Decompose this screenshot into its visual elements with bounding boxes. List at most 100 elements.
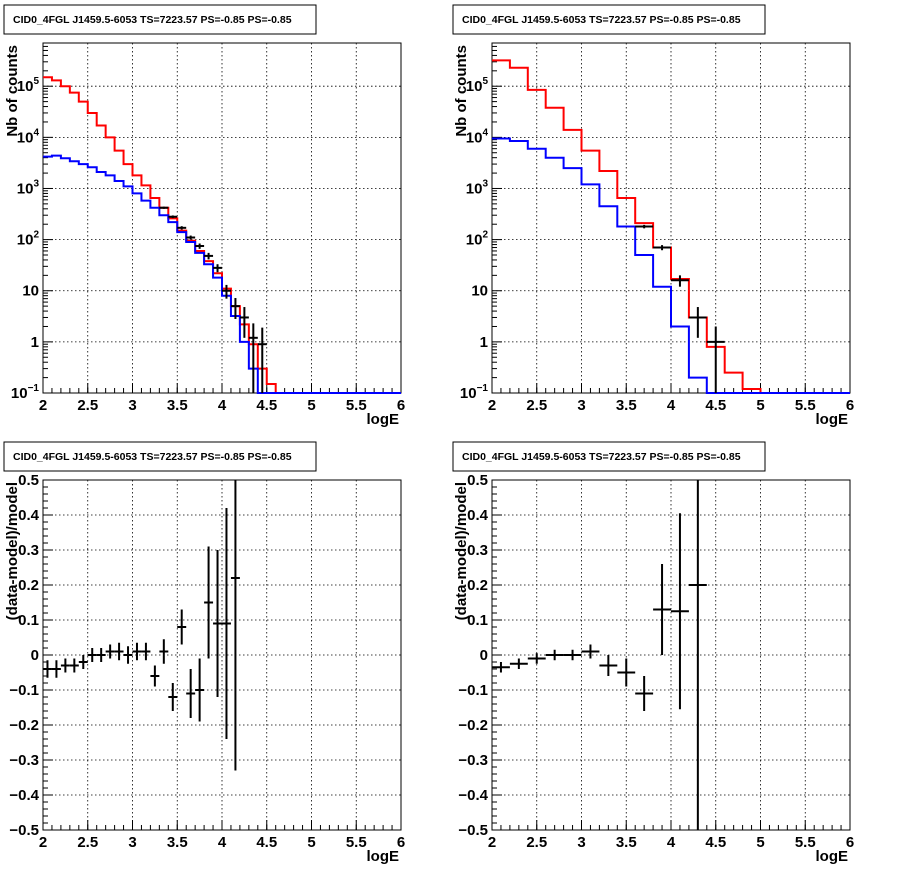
x-tick-label: 3	[577, 834, 585, 851]
data-point	[195, 658, 205, 722]
data-point	[635, 224, 654, 229]
model-source-histogram	[492, 137, 850, 394]
y-tick-label: −0.2	[458, 717, 488, 734]
y-tick-label: 0.3	[467, 542, 488, 559]
data-point	[257, 327, 267, 393]
x-tick-label: 2	[39, 834, 47, 851]
data-point	[653, 564, 671, 655]
x-axis-label: logE	[367, 848, 400, 865]
y-tick-label: 105	[17, 76, 40, 95]
x-tick-label: 4.5	[256, 397, 277, 414]
data-point	[248, 323, 258, 393]
data-point	[177, 609, 187, 645]
data-point	[222, 508, 231, 739]
data-point	[186, 669, 196, 718]
x-tick-label: 2	[39, 397, 47, 414]
data-point	[69, 658, 79, 673]
data-point	[195, 243, 205, 249]
x-tick-label: 2.5	[77, 397, 98, 414]
x-tick-label: 3.5	[167, 834, 188, 851]
x-tick-label: 4.5	[256, 834, 277, 851]
data-point	[78, 655, 88, 669]
data-point	[132, 642, 142, 661]
panel-bottom-right: CID0_4FGL J1459.5-6053 TS=7223.57 PS=-0.…	[452, 441, 854, 865]
x-axis-label: logE	[816, 848, 849, 865]
y-axis-label: (data-model)/model	[453, 482, 470, 620]
y-tick-label: 0.4	[18, 507, 40, 524]
x-tick-label: 4	[667, 834, 676, 851]
y-tick-label: 0.1	[18, 612, 39, 629]
x-tick-label: 5	[756, 397, 764, 414]
plot-title-box	[3, 441, 317, 472]
x-tick-label: 6	[397, 834, 405, 851]
x-tick-label: 2.5	[526, 397, 547, 414]
data-point	[123, 646, 133, 664]
y-axis-label: Nb of counts	[453, 45, 470, 137]
x-tick-label: 4	[667, 397, 676, 414]
data-point	[213, 264, 222, 273]
y-tick-label: −0.2	[9, 717, 39, 734]
y-tick-label: 0.3	[18, 542, 39, 559]
y-tick-label: −0.4	[458, 787, 488, 804]
x-tick-label: 5	[307, 397, 315, 414]
x-tick-label: 6	[397, 397, 405, 414]
data-point	[159, 639, 169, 664]
data-point	[105, 644, 115, 659]
x-tick-label: 3	[128, 397, 136, 414]
x-tick-label: 5	[307, 834, 315, 851]
data-point	[635, 676, 654, 711]
data-point	[177, 226, 187, 230]
y-tick-label: 102	[17, 230, 40, 249]
y-tick-label: 1	[480, 334, 488, 351]
data-point	[688, 307, 707, 338]
x-tick-label: 5.5	[346, 834, 367, 851]
data-point	[168, 683, 178, 711]
data-point	[204, 252, 214, 260]
data-point	[51, 660, 61, 678]
y-tick-label: 0	[480, 647, 488, 664]
x-tick-label: 2.5	[526, 834, 547, 851]
x-tick-label: 3.5	[616, 834, 637, 851]
x-tick-label: 6	[846, 834, 854, 851]
panel-top-right: CID0_4FGL J1459.5-6053 TS=7223.57 PS=-0.…	[452, 4, 854, 428]
x-tick-label: 3	[577, 397, 585, 414]
data-point	[509, 658, 528, 669]
plot-title-box	[452, 441, 766, 472]
y-tick-label: 0.2	[467, 577, 488, 594]
y-tick-label: 103	[466, 178, 489, 197]
data-point	[114, 642, 124, 661]
data-point	[43, 660, 52, 678]
x-axis-label: logE	[367, 411, 400, 428]
plot-title: CID0_4FGL J1459.5-6053 TS=7223.57 PS=-0.…	[13, 451, 292, 463]
data-point	[168, 215, 178, 219]
data-point	[527, 653, 546, 664]
plot-title-box	[452, 4, 766, 35]
y-tick-label: −0.1	[9, 682, 39, 699]
data-point	[141, 642, 151, 661]
x-tick-label: 2	[488, 834, 496, 851]
data-point	[653, 245, 671, 251]
x-tick-label: 3.5	[167, 397, 188, 414]
x-tick-label: 5.5	[346, 397, 367, 414]
plot-title: CID0_4FGL J1459.5-6053 TS=7223.57 PS=-0.…	[462, 451, 741, 463]
x-tick-label: 3.5	[616, 397, 637, 414]
x-tick-label: 5.5	[795, 397, 816, 414]
data-point	[60, 658, 70, 673]
x-tick-label: 4.5	[705, 834, 726, 851]
y-tick-label: 103	[17, 178, 40, 197]
data-point	[159, 206, 169, 209]
data-point	[617, 658, 636, 687]
y-axis-label: Nb of counts	[4, 45, 21, 137]
y-tick-label: 10	[471, 283, 488, 300]
data-point	[492, 662, 510, 673]
y-tick-label: 0	[31, 647, 39, 664]
y-tick-label: 104	[17, 127, 40, 146]
y-tick-label: 1	[31, 334, 39, 351]
data-point	[239, 307, 249, 338]
y-tick-label: −0.3	[9, 752, 39, 769]
data-point	[96, 648, 106, 662]
plot-title-box	[3, 4, 317, 35]
x-tick-label: 5.5	[795, 834, 816, 851]
x-tick-label: 4	[218, 834, 227, 851]
